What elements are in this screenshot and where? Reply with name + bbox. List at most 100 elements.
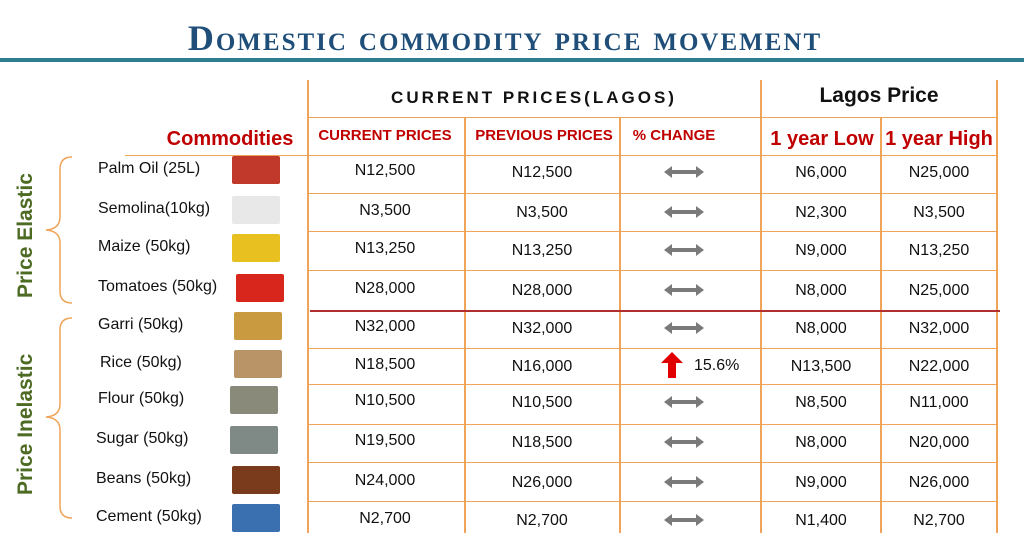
- grid-line: [307, 193, 997, 194]
- commodity-name: Rice (50kg): [100, 354, 182, 371]
- arrow-up-icon: [661, 352, 683, 378]
- year-low-cell: N2,300: [795, 204, 847, 221]
- year-high-cell: N11,000: [909, 394, 969, 411]
- flour-bag-image: [230, 386, 278, 414]
- grid-line: [307, 270, 997, 271]
- previous-price-cell: N13,250: [511, 242, 573, 259]
- year-low-cell: N8,000: [795, 320, 847, 337]
- current-price-cell: N18,500: [354, 356, 416, 373]
- year-high-cell: N22,000: [908, 358, 970, 375]
- grid-line: [307, 348, 997, 349]
- current-prices-header: CURRENT PRICES: [318, 127, 452, 144]
- price-inelastic-label: Price Inelastic: [14, 353, 37, 495]
- grid-line: [125, 155, 997, 156]
- previous-price-cell: N2,700: [516, 512, 568, 529]
- commodity-name: Beans (50kg): [96, 470, 192, 487]
- year-low-cell: N1,400: [795, 512, 847, 529]
- year-low-cell: N9,000: [795, 242, 847, 259]
- commodity-name: Semolina(10kg): [98, 200, 211, 217]
- current-price-cell: N19,500: [354, 432, 416, 449]
- tomatoes-image: [236, 274, 284, 302]
- arrow-left-right-icon: [664, 244, 704, 256]
- year-low-cell: N8,000: [795, 434, 847, 451]
- grid-line: [307, 117, 997, 118]
- current-price-cell: N10,500: [354, 392, 416, 409]
- beans-image: [232, 466, 280, 494]
- current-price-cell: N13,250: [354, 240, 416, 257]
- commodity-name: Flour (50kg): [98, 390, 185, 407]
- pct-change-header: % CHANGE: [632, 127, 716, 144]
- current-price-cell: N3,500: [359, 202, 411, 219]
- elastic-brace: [45, 156, 73, 304]
- price-elastic-label: Price Elastic: [14, 173, 37, 298]
- year-high-cell: N3,500: [913, 204, 965, 221]
- elastic-inelastic-divider: [310, 310, 1000, 312]
- year-high-cell: N20,000: [908, 434, 970, 451]
- grid-line: [760, 80, 762, 533]
- palm-oil-image: [232, 156, 280, 184]
- previous-price-cell: N28,000: [511, 282, 573, 299]
- previous-price-cell: N3,500: [516, 204, 568, 221]
- grid-line: [307, 501, 997, 502]
- arrow-left-right-icon: [664, 436, 704, 448]
- grid-line: [307, 384, 997, 385]
- year-high-cell: N25,000: [908, 282, 970, 299]
- lagos-price-group-header: Lagos Price: [819, 84, 939, 107]
- year-low-cell: N8,500: [795, 394, 847, 411]
- arrow-left-right-icon: [664, 396, 704, 408]
- year-low-cell: N8,000: [795, 282, 847, 299]
- semolina-image: [232, 196, 280, 224]
- current-price-cell: N24,000: [354, 472, 416, 489]
- inelastic-brace: [45, 317, 73, 519]
- year-high-cell: N2,700: [913, 512, 965, 529]
- year-low-header: 1 year Low: [770, 128, 874, 150]
- grid-line: [880, 118, 882, 533]
- year-low-cell: N6,000: [795, 164, 847, 181]
- commodity-name: Tomatoes (50kg): [98, 278, 218, 295]
- grid-line: [996, 80, 998, 533]
- current-price-cell: N12,500: [354, 162, 416, 179]
- previous-price-cell: N32,000: [511, 320, 573, 337]
- year-low-cell: N13,500: [790, 358, 852, 375]
- grid-line: [307, 462, 997, 463]
- arrow-left-right-icon: [664, 284, 704, 296]
- grid-line: [307, 231, 997, 232]
- arrow-left-right-icon: [664, 322, 704, 334]
- previous-prices-header: PREVIOUS PRICES: [475, 127, 613, 144]
- commodity-name: Sugar (50kg): [96, 430, 189, 447]
- title-underline: [0, 58, 1024, 62]
- commodity-name: Maize (50kg): [98, 238, 191, 255]
- previous-price-cell: N18,500: [511, 434, 573, 451]
- maize-image: [232, 234, 280, 262]
- cement-bag-image: [232, 504, 280, 532]
- sugar-bag-image: [230, 426, 278, 454]
- year-high-cell: N25,000: [908, 164, 970, 181]
- grid-line: [464, 118, 466, 533]
- previous-price-cell: N10,500: [511, 394, 573, 411]
- commodity-name: Palm Oil (25L): [98, 160, 201, 177]
- arrow-left-right-icon: [664, 206, 704, 218]
- arrow-left-right-icon: [664, 514, 704, 526]
- previous-price-cell: N16,000: [511, 358, 573, 375]
- previous-price-cell: N12,500: [511, 164, 573, 181]
- commodity-name: Garri (50kg): [98, 316, 184, 333]
- rice-bag-image: [234, 350, 282, 378]
- commodities-header: Commodities: [166, 128, 294, 150]
- previous-price-cell: N26,000: [511, 474, 573, 491]
- current-prices-group-header: CURRENT PRICES(LAGOS): [391, 88, 677, 107]
- current-price-cell: N2,700: [359, 510, 411, 527]
- year-high-cell: N32,000: [908, 320, 970, 337]
- arrow-left-right-icon: [664, 476, 704, 488]
- commodity-name: Cement (50kg): [96, 508, 202, 525]
- rice-pct-change: 15.6%: [694, 357, 740, 374]
- year-high-cell: N13,250: [908, 242, 970, 259]
- current-price-cell: N32,000: [354, 318, 416, 335]
- year-high-cell: N26,000: [908, 474, 970, 491]
- current-price-cell: N28,000: [354, 280, 416, 297]
- year-high-header: 1 year High: [885, 128, 993, 150]
- arrow-left-right-icon: [664, 166, 704, 178]
- grid-line: [307, 424, 997, 425]
- year-low-cell: N9,000: [795, 474, 847, 491]
- grid-line: [619, 118, 621, 533]
- grid-line: [307, 80, 309, 533]
